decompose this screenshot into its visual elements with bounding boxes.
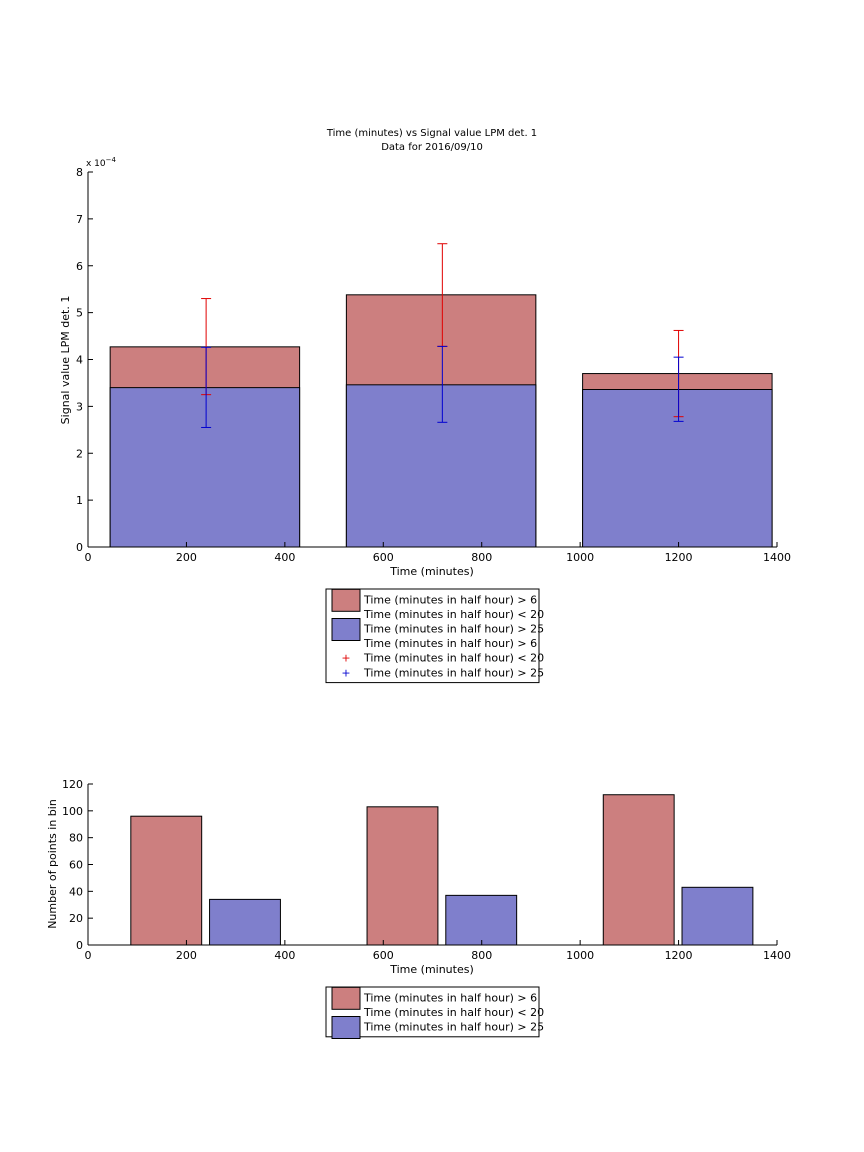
y-tick-label: 20 bbox=[69, 912, 83, 925]
legend-label: Time (minutes in half hour) > 6 bbox=[363, 991, 537, 1004]
top-y-axis-label: Signal value LPM det. 1 bbox=[59, 296, 72, 425]
y-exponent-label: x 10−4 bbox=[86, 156, 117, 169]
count-bar-series2-2 bbox=[445, 894, 518, 946]
bottom-x-axis-label: Time (minutes) bbox=[389, 963, 474, 976]
count-bar-series2-3 bbox=[681, 886, 754, 946]
x-tick-label: 1200 bbox=[665, 949, 693, 962]
y-exponent-power: −4 bbox=[106, 156, 117, 164]
x-tick-label: 600 bbox=[373, 551, 394, 564]
legend-marker-plus: + bbox=[341, 666, 350, 679]
x-tick-label: 800 bbox=[471, 949, 492, 962]
error-bar-series2-1 bbox=[201, 346, 212, 428]
x-tick-label: 1400 bbox=[763, 551, 791, 564]
count-bar-series1-3 bbox=[602, 794, 675, 946]
legend-swatch bbox=[331, 1016, 361, 1039]
x-tick-label: 1400 bbox=[763, 949, 791, 962]
x-tick-label: 800 bbox=[471, 551, 492, 564]
legend-box bbox=[325, 588, 540, 684]
legend-swatch bbox=[331, 588, 361, 612]
bar-series2-3 bbox=[582, 389, 773, 548]
bottom-legend: Time (minutes in half hour) > 6 Time (min… bbox=[325, 986, 544, 1039]
y-tick-label: 100 bbox=[62, 805, 83, 818]
y-tick-label: 40 bbox=[69, 885, 83, 898]
x-tick-label: 1000 bbox=[566, 949, 594, 962]
legend-label: Time (minutes in half hour) > 6 bbox=[363, 637, 537, 650]
bar-series2-2 bbox=[345, 384, 537, 548]
y-tick-label: 5 bbox=[76, 307, 83, 320]
x-tick-label: 1000 bbox=[566, 551, 594, 564]
legend-label: Time (minutes in half hour) > 25 bbox=[363, 666, 544, 679]
legend-marker-plus: + bbox=[341, 652, 350, 665]
y-tick-label: 3 bbox=[76, 400, 83, 413]
top-chart: 0 200 400 600 800 1000 1200 1400 0 1 2 3 4 5 6 7 8 bbox=[76, 166, 791, 564]
bar-series2-1 bbox=[109, 387, 301, 548]
x-tick-label: 200 bbox=[176, 551, 197, 564]
y-tick-label: 4 bbox=[76, 354, 83, 367]
legend-swatch bbox=[331, 618, 361, 641]
x-tick-label: 400 bbox=[274, 949, 295, 962]
count-bar-series2-1 bbox=[209, 898, 281, 946]
legend-label: Time (minutes in half hour) < 20 bbox=[363, 608, 544, 621]
bottom-y-axis-label: Number of points in bin bbox=[46, 799, 59, 929]
x-tick-label: 0 bbox=[85, 949, 92, 962]
y-tick-label: 6 bbox=[76, 260, 83, 273]
y-tick-label: 0 bbox=[76, 541, 83, 554]
x-tick-label: 1200 bbox=[665, 551, 693, 564]
legend-label: Time (minutes in half hour) < 20 bbox=[363, 652, 544, 665]
error-bar-series2-3 bbox=[673, 356, 684, 422]
legend-swatch bbox=[331, 986, 361, 1010]
y-tick-label: 0 bbox=[76, 939, 83, 952]
legend-label: Time (minutes in half hour) > 25 bbox=[363, 1021, 544, 1034]
chart-subtitle: Data for 2016/09/10 bbox=[381, 142, 483, 153]
x-tick-label: 0 bbox=[85, 551, 92, 564]
legend-label: Time (minutes in half hour) > 25 bbox=[363, 623, 544, 636]
y-tick-label: 7 bbox=[76, 213, 83, 226]
y-tick-label: 2 bbox=[76, 447, 83, 460]
y-tick-label: 60 bbox=[69, 859, 83, 872]
x-tick-label: 400 bbox=[274, 551, 295, 564]
legend-box bbox=[325, 986, 540, 1038]
x-tick-label: 600 bbox=[373, 949, 394, 962]
bottom-chart: 0 200 400 600 800 1000 1200 1400 0 20 40 60 80 100 120 bbox=[62, 778, 791, 962]
y-tick-label: 120 bbox=[62, 778, 83, 791]
count-bar-series1-1 bbox=[130, 815, 203, 946]
legend-label: Time (minutes in half hour) < 20 bbox=[363, 1006, 544, 1019]
top-x-axis-label: Time (minutes) bbox=[389, 565, 474, 578]
y-tick-label: 1 bbox=[76, 494, 83, 507]
y-tick-label: 8 bbox=[76, 166, 83, 179]
y-tick-label: 80 bbox=[69, 832, 83, 845]
count-bar-series1-2 bbox=[366, 806, 439, 946]
chart-title: Time (minutes) vs Signal value LPM det. … bbox=[326, 128, 537, 139]
legend-label: Time (minutes in half hour) > 6 bbox=[363, 593, 537, 606]
error-bar-series2-2 bbox=[437, 345, 448, 423]
x-tick-label: 200 bbox=[176, 949, 197, 962]
